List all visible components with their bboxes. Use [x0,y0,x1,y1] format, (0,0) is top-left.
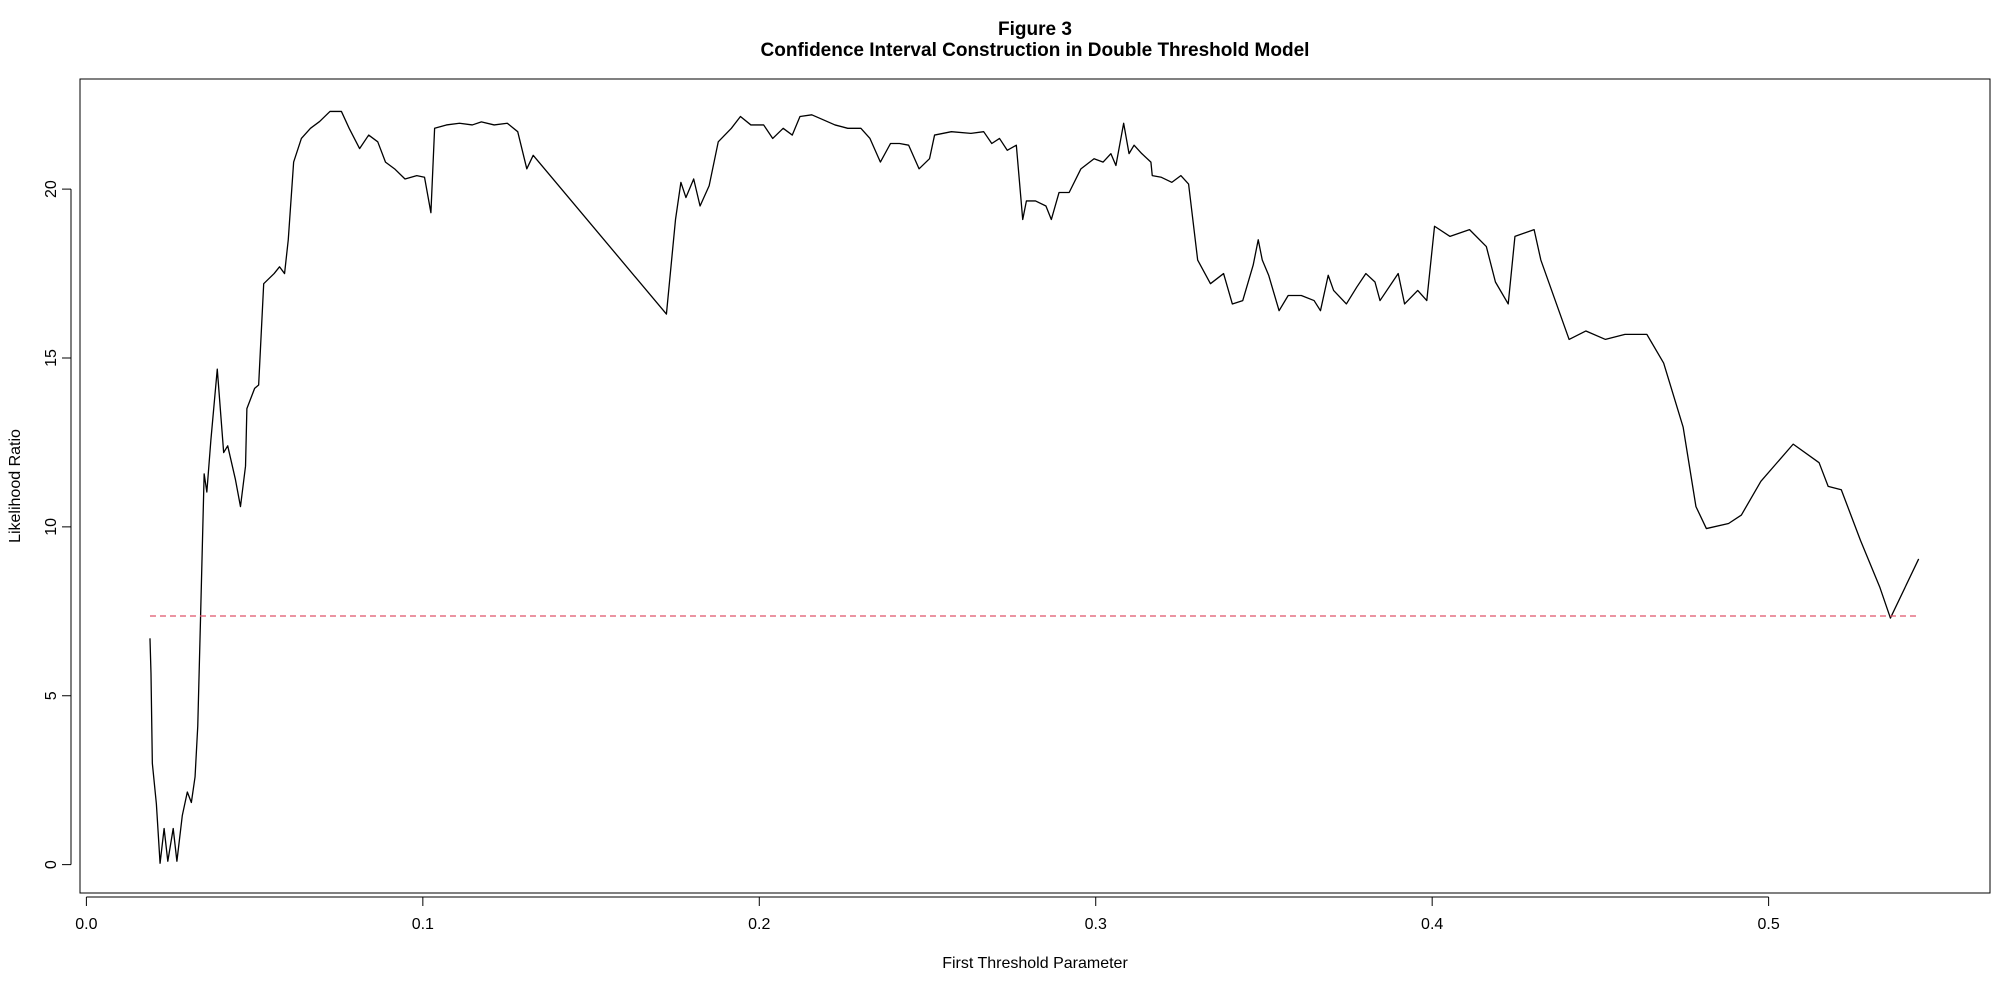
y-tick-label: 15 [43,349,60,367]
y-axis-label: Likelihood Ratio [7,429,24,543]
x-axis-label: First Threshold Parameter [942,955,1128,972]
y-tick-label: 20 [43,180,60,198]
x-tick-label: 0.3 [1085,916,1107,933]
y-tick-label: 0 [43,860,60,869]
x-tick-label: 0.2 [748,916,770,933]
y-tick-label: 10 [43,518,60,536]
chart-title: Figure 3 [998,19,1072,40]
plot-frame [79,78,1991,894]
y-tick-label: 5 [43,691,60,700]
x-tick-label: 0.5 [1757,916,1779,933]
x-tick-label: 0.4 [1421,916,1443,933]
x-tick-label: 0.1 [412,916,434,933]
x-tick-label: 0.0 [75,916,97,933]
data-line [149,110,1920,864]
chart-subtitle: Confidence Interval Construction in Doub… [761,40,1310,61]
